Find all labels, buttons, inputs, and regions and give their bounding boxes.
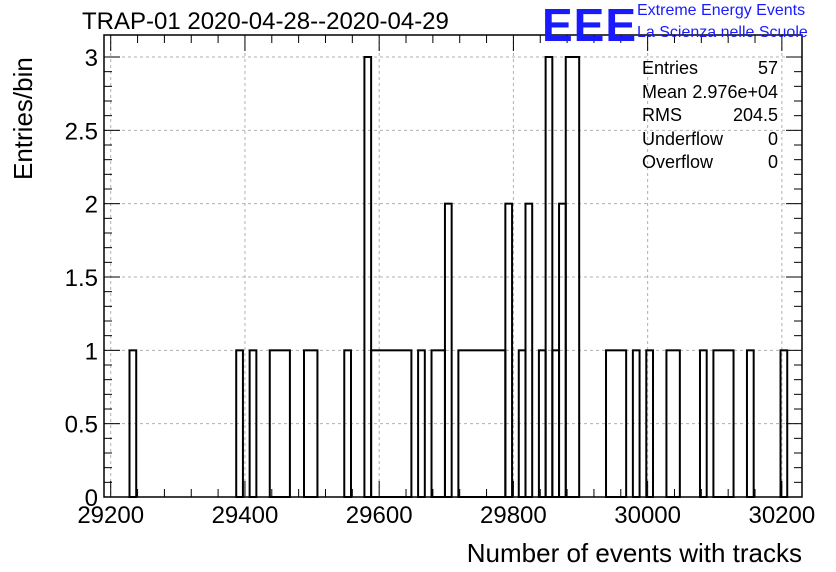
stats-row-mean: Mean 2.976e+04	[642, 82, 778, 106]
x-tick-label: 30000	[614, 502, 681, 529]
tick-labels: 0 0.5 1 1.5 2 2.5 3 29200 29400 29600 29800 30000 30…	[65, 45, 816, 529]
x-tick-label: 29400	[212, 502, 279, 529]
stats-row-rms: RMS 204.5	[642, 105, 778, 129]
y-tick-label: 2.5	[65, 118, 98, 145]
chart-title: TRAP-01 2020-04-28--2020-04-29	[82, 8, 449, 35]
stats-row-overflow: Overflow 0	[642, 152, 778, 176]
axis-ticks	[104, 35, 802, 498]
y-tick-label: 3	[85, 45, 98, 72]
y-tick-label: 1	[85, 338, 98, 365]
stats-box: Entries 57 Mean 2.976e+04 RMS 204.5 Unde…	[642, 58, 778, 176]
logo-line-2: La Scienza nelle Scuole	[637, 24, 808, 41]
x-tick-label: 29800	[480, 502, 547, 529]
x-tick-label: 29600	[346, 502, 413, 529]
stats-value: 0	[767, 152, 778, 172]
logo-line-1: Extreme Energy Events	[637, 2, 806, 19]
plot-frame	[103, 34, 803, 498]
stats-row-entries: Entries 57	[642, 58, 778, 82]
y-tick-label: 1.5	[65, 265, 98, 292]
stats-value: 204.5	[732, 105, 778, 125]
stats-row-underflow: Underflow 0	[642, 129, 778, 153]
x-axis-label: Number of events with tracks	[466, 538, 802, 568]
stats-key: Underflow	[642, 128, 724, 149]
y-tick-label: 0	[85, 485, 98, 512]
eee-logo: EEE	[542, 0, 638, 51]
stats-key: RMS	[642, 105, 682, 125]
stats-key: Mean	[642, 81, 688, 102]
grid-lines	[104, 35, 802, 497]
x-tick-label: 30200	[748, 502, 815, 529]
stats-value: 0	[767, 128, 778, 149]
stats-key: Entries	[642, 58, 699, 78]
stats-key: Overflow	[642, 152, 714, 172]
stats-value: 2.976e+04	[692, 81, 778, 102]
y-axis-label: Entries/bin	[8, 57, 38, 180]
y-tick-label: 0.5	[65, 412, 98, 439]
stats-value: 57	[757, 58, 778, 78]
y-tick-label: 2	[85, 192, 98, 219]
x-tick-label: 29200	[77, 502, 144, 529]
